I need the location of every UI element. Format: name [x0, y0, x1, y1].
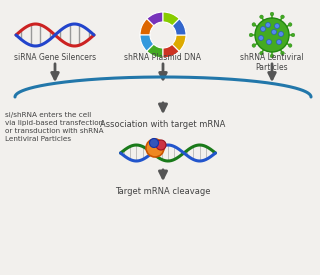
Wedge shape [140, 35, 154, 51]
Circle shape [255, 18, 289, 52]
Wedge shape [163, 44, 179, 58]
Text: Target mRNA cleavage: Target mRNA cleavage [115, 187, 211, 196]
Circle shape [149, 139, 158, 147]
Text: shRNA Lentiviral
Particles: shRNA Lentiviral Particles [240, 53, 304, 72]
Wedge shape [172, 35, 186, 51]
Circle shape [288, 44, 292, 47]
Wedge shape [147, 44, 163, 58]
Circle shape [260, 15, 263, 19]
Circle shape [260, 51, 263, 55]
Circle shape [270, 12, 274, 16]
Circle shape [259, 35, 263, 40]
Circle shape [249, 33, 253, 37]
Circle shape [270, 54, 274, 58]
Circle shape [267, 40, 271, 45]
Circle shape [278, 32, 284, 37]
Circle shape [252, 44, 256, 47]
Circle shape [156, 140, 166, 150]
Wedge shape [147, 12, 163, 26]
Circle shape [281, 15, 284, 19]
Circle shape [266, 23, 270, 28]
Text: si/shRNA enters the cell
via lipid-based transfection
or transduction with shRNA: si/shRNA enters the cell via lipid-based… [5, 112, 104, 142]
Wedge shape [172, 19, 186, 35]
Circle shape [271, 29, 276, 34]
Circle shape [146, 139, 164, 157]
Wedge shape [163, 12, 179, 26]
Text: Association with target mRNA: Association with target mRNA [100, 120, 226, 129]
Text: siRNA Gene Silencers: siRNA Gene Silencers [14, 53, 96, 62]
Circle shape [275, 23, 279, 29]
Circle shape [276, 40, 282, 45]
Text: shRNA Plasmid DNA: shRNA Plasmid DNA [124, 53, 202, 62]
Circle shape [252, 23, 256, 26]
Circle shape [260, 26, 266, 32]
Circle shape [288, 23, 292, 26]
Circle shape [281, 51, 284, 55]
Circle shape [291, 33, 295, 37]
Wedge shape [140, 19, 154, 35]
